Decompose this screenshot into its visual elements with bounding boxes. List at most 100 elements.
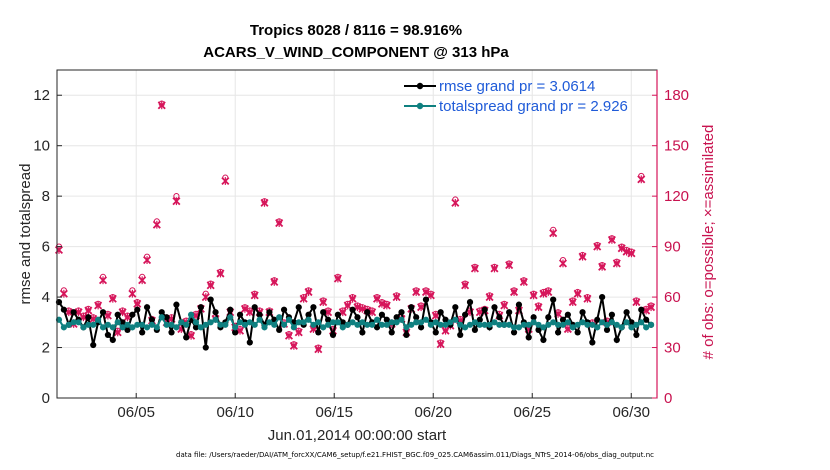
obs-assimilated-marker <box>157 101 166 110</box>
rmse-point <box>148 316 156 323</box>
rmse-point <box>183 334 190 341</box>
totalspread-point <box>187 311 195 318</box>
rmse-point <box>251 304 258 311</box>
obs-assimilated-marker <box>627 249 636 258</box>
obs-assimilated-marker <box>500 301 509 310</box>
rmse-point <box>197 304 204 311</box>
rmse-point <box>535 326 542 333</box>
totalspread-point <box>623 319 630 326</box>
totalspread-point <box>60 324 67 331</box>
y-axis-label: rmse and totalspread <box>17 164 34 305</box>
totalspread-point <box>183 321 190 328</box>
totalspread-point <box>217 321 224 328</box>
obs-assimilated-marker <box>128 289 137 298</box>
obs-assimilated-marker <box>382 301 391 310</box>
totalspread-point <box>80 324 87 331</box>
x-tick-label: 06/10 <box>216 404 254 421</box>
obs-assimilated-marker <box>510 287 519 297</box>
rmse-point <box>373 324 381 331</box>
rmse-point <box>232 329 239 336</box>
totalspread-point <box>643 324 650 331</box>
totalspread-point <box>486 321 493 328</box>
obs-assimilated-marker <box>348 294 357 303</box>
x-tick-label: 06/20 <box>414 404 452 421</box>
rmse-point <box>99 309 107 316</box>
legend-marker <box>416 102 424 110</box>
obs-assimilated-marker <box>470 264 479 273</box>
totalspread-point <box>398 316 405 323</box>
totalspread-point <box>153 324 160 331</box>
obs-assimilated-marker <box>172 197 181 206</box>
totalspread-point <box>471 319 479 326</box>
totalspread-point <box>109 324 116 331</box>
rmse-point <box>457 331 464 339</box>
rmse-point <box>554 329 562 336</box>
totalspread-point <box>452 316 459 323</box>
totalspread-point <box>491 319 498 326</box>
x-tick-label: 06/25 <box>513 404 551 421</box>
totalspread-point <box>554 321 562 328</box>
totalspread-point <box>594 324 601 331</box>
rmse-point <box>256 311 263 318</box>
obs-assimilated-marker <box>568 298 577 307</box>
totalspread-point <box>119 324 126 331</box>
totalspread-point <box>280 321 288 328</box>
y-tick-label: 8 <box>42 188 50 205</box>
y2-tick-label: 90 <box>664 239 681 256</box>
obs-assimilated-marker <box>377 299 386 308</box>
obs-assimilated-marker <box>314 345 323 354</box>
obs-assimilated-marker <box>558 259 568 268</box>
y-tick-label: 12 <box>33 87 50 104</box>
totalspread-point <box>638 319 645 326</box>
totalspread-point <box>447 319 454 326</box>
totalspread-point <box>589 321 596 328</box>
rmse-point <box>246 339 253 346</box>
totalspread-point <box>457 321 464 328</box>
obs-assimilated-marker <box>304 287 313 297</box>
rmse-point <box>564 311 571 318</box>
y-tick-label: 10 <box>33 138 50 155</box>
obs-assimilated-marker <box>133 299 142 308</box>
obs-assimilated-marker <box>461 281 470 290</box>
y2-tick-label: 150 <box>664 138 689 155</box>
totalspread-point <box>603 321 611 328</box>
obs-assimilated-marker <box>436 340 445 349</box>
obs-assimilated-marker <box>539 289 548 298</box>
totalspread-point <box>271 321 278 328</box>
totalspread-point <box>579 319 586 326</box>
totalspread-point <box>364 321 371 328</box>
totalspread-point <box>432 319 439 326</box>
totalspread-point <box>520 321 527 328</box>
totalspread-point <box>618 324 625 331</box>
totalspread-point <box>369 321 376 328</box>
totalspread-point <box>290 324 297 331</box>
obs-assimilated-marker <box>152 220 161 229</box>
rmse-point <box>613 336 620 344</box>
rmse-point <box>114 311 121 318</box>
totalspread-point <box>545 321 552 328</box>
totalspread-point <box>383 321 390 328</box>
rmse-point <box>207 296 214 303</box>
totalspread-point <box>628 324 635 331</box>
rmse-point <box>334 311 341 318</box>
rmse-point <box>134 306 141 313</box>
rmse-point <box>168 329 175 336</box>
rmse-point <box>90 341 97 349</box>
chart-title: Tropics 8028 / 8116 = 98.916% <box>249 22 463 39</box>
totalspread-point <box>408 321 415 328</box>
totalspread-point <box>535 321 542 328</box>
totalspread-point <box>65 321 72 328</box>
y2-axis-label: # of obs: o=possible; ×=assimilated <box>700 125 717 360</box>
totalspread-point <box>207 319 214 326</box>
rmse-point <box>623 309 630 316</box>
obs-assimilated-marker <box>451 198 460 207</box>
rmse-point <box>452 304 459 311</box>
totalspread-point <box>241 321 249 328</box>
totalspread-point <box>236 319 244 326</box>
rmse-point <box>398 309 405 316</box>
rmse-point <box>109 336 116 344</box>
totalspread-point <box>417 319 425 326</box>
x-axis-label: Jun.01,2014 00:00:00 start <box>268 427 447 444</box>
rmse-point <box>354 314 361 321</box>
rmse-point <box>325 316 332 323</box>
